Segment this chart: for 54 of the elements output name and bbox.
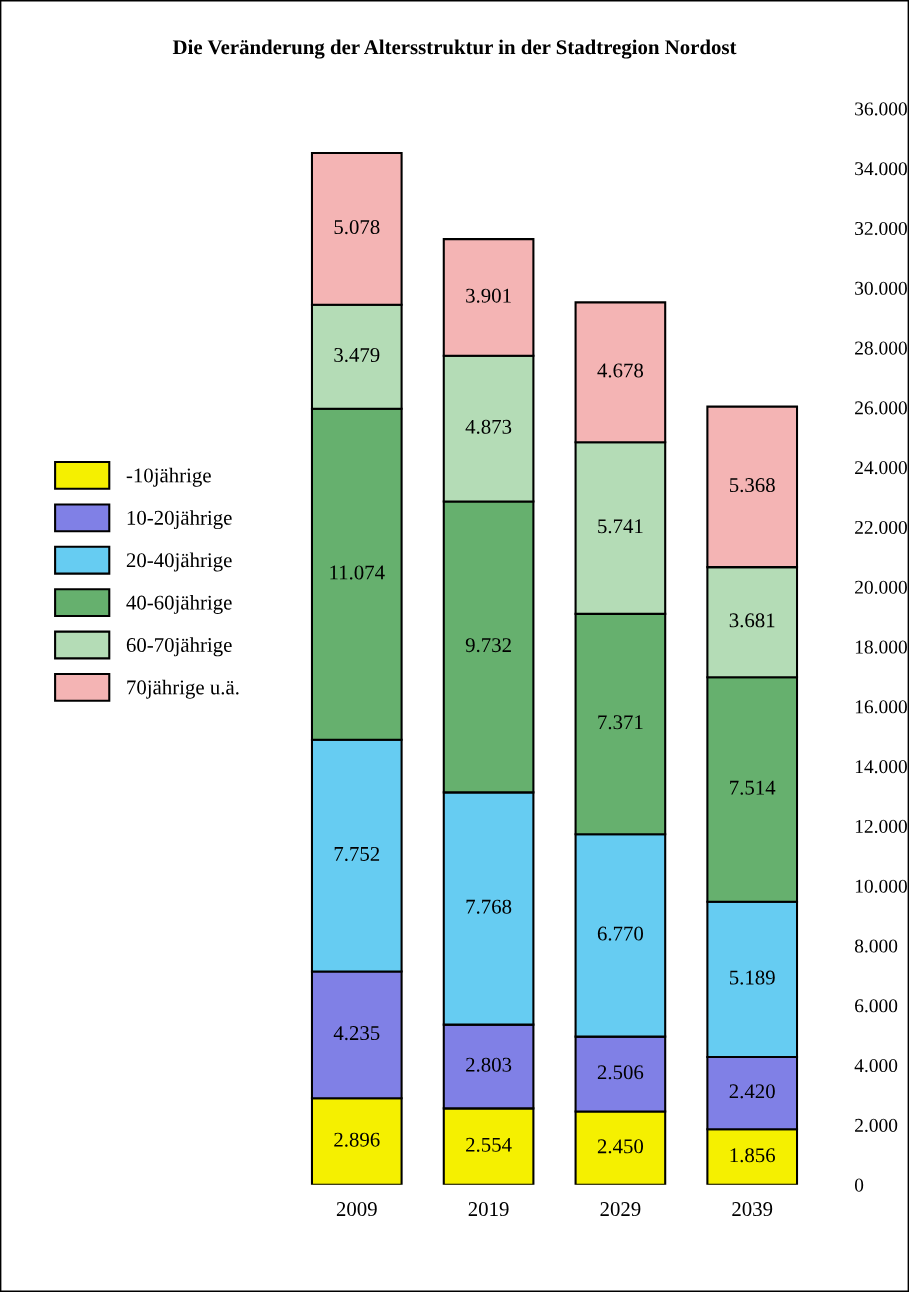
data-label: 5.368 — [729, 478, 775, 493]
y-tick-label: 14.000 — [855, 760, 907, 774]
y-tick-label: 34.000 — [855, 162, 907, 176]
legend-label: 70jährige u.ä. — [127, 679, 239, 699]
y-tick-label: 6.000 — [855, 999, 898, 1013]
data-label: 2.803 — [466, 1057, 512, 1072]
y-tick-label: 8.000 — [854, 939, 898, 953]
x-tick-label: 2039 — [732, 1202, 773, 1217]
y-tick-label: 26.000 — [855, 401, 907, 415]
y-tick-label: 12.000 — [855, 819, 907, 834]
data-label: 4.235 — [333, 1026, 380, 1041]
legend-label: -10jährige — [126, 467, 211, 487]
data-label: 7.768 — [466, 899, 512, 914]
legend-label: 10-20jährige — [127, 510, 232, 530]
y-tick-label: 22.000 — [855, 520, 907, 535]
data-label: 5.741 — [598, 519, 643, 534]
chart-title: Die Veränderung der Altersstruktur in der Stadtregion Nordost — [172, 39, 737, 59]
data-label: 2.506 — [597, 1065, 644, 1080]
data-label: 2.896 — [334, 1132, 380, 1147]
x-tick-label: 2029 — [600, 1202, 641, 1217]
data-label: 1.856 — [730, 1148, 776, 1163]
y-tick-label: 30.000 — [855, 281, 907, 295]
y-tick-label: 36.000 — [855, 102, 907, 116]
y-tick-label: 4.000 — [854, 1059, 898, 1073]
legend-label: 20-40jährige — [126, 552, 232, 572]
y-tick-label: 24.000 — [855, 461, 907, 475]
data-label: 9.732 — [465, 638, 511, 653]
y-tick-label: 20.000 — [855, 580, 907, 594]
data-label: 3.681 — [729, 613, 775, 628]
data-label: 7.514 — [730, 780, 776, 795]
data-label: 11.074 — [330, 565, 385, 580]
data-label: 5.078 — [334, 220, 380, 235]
data-label: 2.554 — [466, 1137, 512, 1152]
x-tick-label: 2009 — [336, 1202, 377, 1217]
data-label: 4.678 — [597, 363, 644, 378]
data-label: 6.770 — [597, 926, 644, 941]
y-tick-label: 32.000 — [855, 221, 907, 236]
y-tick-label: 10.000 — [855, 879, 907, 893]
data-label: 2.450 — [597, 1139, 644, 1154]
data-label: 7.371 — [598, 715, 643, 730]
data-label: 2.420 — [729, 1084, 775, 1099]
data-label: 3.479 — [334, 347, 380, 363]
y-tick-label: 2.000 — [855, 1118, 898, 1132]
data-label: 5.189 — [729, 970, 775, 985]
data-label: 7.752 — [334, 846, 380, 862]
x-tick-label: 2019 — [468, 1202, 509, 1217]
y-tick-label: 18.000 — [855, 640, 907, 654]
y-tick-label: 0 — [854, 1178, 864, 1192]
data-label: 3.901 — [466, 288, 511, 303]
y-tick-label: 28.000 — [855, 341, 907, 355]
legend-label: 40-60jährige — [126, 594, 232, 614]
legend-label: 60-70jährige — [126, 637, 232, 657]
y-tick-label: 16.000 — [855, 700, 907, 714]
data-label: 4.873 — [465, 419, 512, 434]
